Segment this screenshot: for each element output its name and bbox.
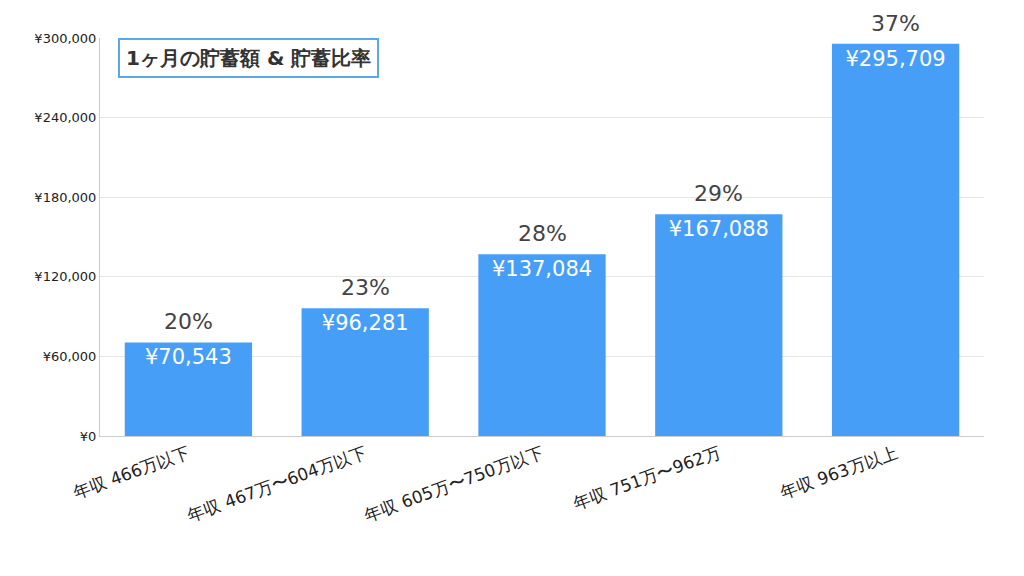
svg-text:年収 605万〜750万以下: 年収 605万〜750万以下 (362, 442, 547, 526)
svg-text:¥60,000: ¥60,000 (43, 349, 97, 364)
svg-text:¥180,000: ¥180,000 (34, 190, 96, 205)
svg-text:¥137,084: ¥137,084 (492, 257, 592, 281)
svg-text:¥300,000: ¥300,000 (34, 31, 96, 46)
svg-text:年収 963万以上: 年収 963万以上 (778, 442, 900, 503)
svg-text:29%: 29% (694, 181, 743, 206)
svg-text:28%: 28% (518, 221, 567, 246)
svg-text:¥295,709: ¥295,709 (845, 47, 945, 71)
svg-text:37%: 37% (871, 11, 920, 36)
svg-text:年収 467万〜604万以下: 年収 467万〜604万以下 (185, 442, 370, 526)
svg-text:¥167,088: ¥167,088 (669, 217, 769, 241)
svg-text:¥96,281: ¥96,281 (322, 311, 409, 335)
svg-text:¥70,543: ¥70,543 (145, 345, 232, 369)
svg-text:年収 751万〜962万: 年収 751万〜962万 (570, 442, 723, 514)
svg-text:23%: 23% (341, 275, 390, 300)
svg-text:¥240,000: ¥240,000 (34, 110, 96, 125)
svg-text:¥120,000: ¥120,000 (34, 269, 96, 284)
svg-text:¥0: ¥0 (80, 429, 97, 444)
svg-text:年収 466万以下: 年収 466万以下 (70, 442, 192, 503)
svg-text:20%: 20% (164, 309, 213, 334)
svg-text:1ヶ月の貯蓄額 & 貯蓄比率: 1ヶ月の貯蓄額 & 貯蓄比率 (126, 46, 371, 70)
